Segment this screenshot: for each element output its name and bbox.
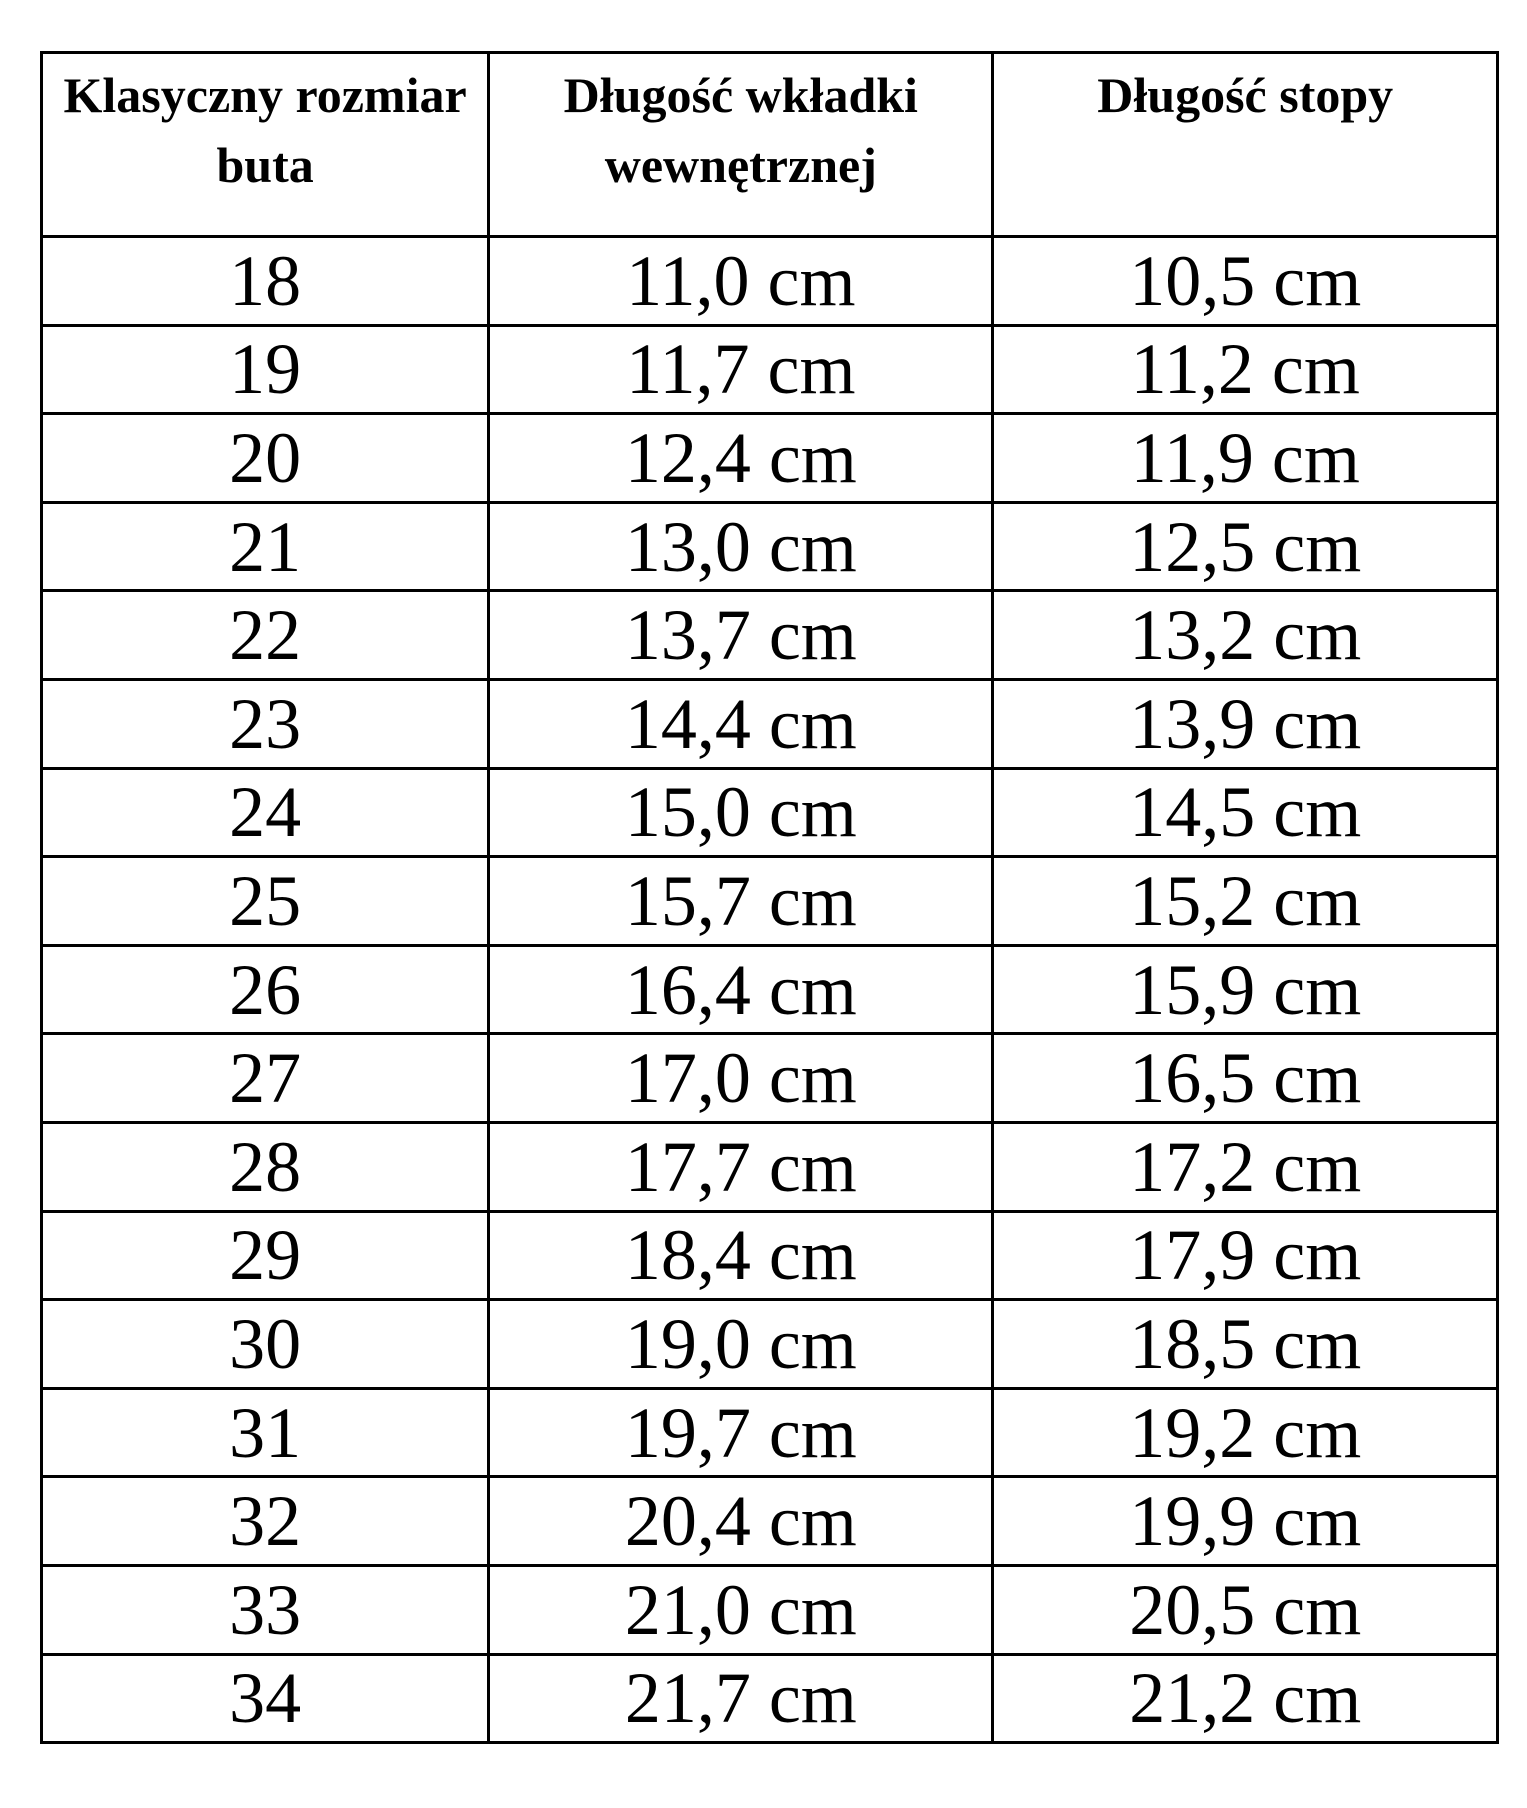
shoe-size-cell: 28 <box>39 1120 491 1213</box>
table-row: 29 18,4 cm 17,9 cm <box>39 1209 1499 1302</box>
table-row: 24 15,0 cm 14,5 cm <box>39 766 1499 859</box>
header-insole-length: Długość wkładki wewnętrznej <box>487 51 995 238</box>
foot-length-cell: 14,5 cm <box>991 766 1499 859</box>
insole-length-cell: 11,0 cm <box>487 235 995 327</box>
shoe-size-cell: 22 <box>39 589 491 681</box>
shoe-size-cell: 33 <box>39 1563 491 1656</box>
shoe-size-cell: 30 <box>39 1298 491 1390</box>
table-row: 28 17,7 cm 17,2 cm <box>39 1120 1499 1213</box>
insole-length-cell: 21,7 cm <box>487 1652 995 1745</box>
table-row: 32 20,4 cm 19,9 cm <box>39 1475 1499 1567</box>
shoe-size-cell: 34 <box>39 1652 491 1745</box>
foot-length-cell: 18,5 cm <box>991 1298 1499 1390</box>
shoe-size-cell: 20 <box>39 412 491 504</box>
insole-length-cell: 13,7 cm <box>487 589 995 681</box>
insole-length-cell: 13,0 cm <box>487 500 995 593</box>
insole-length-cell: 16,4 cm <box>487 943 995 1036</box>
shoe-size-cell: 32 <box>39 1475 491 1567</box>
insole-length-cell: 15,7 cm <box>487 855 995 947</box>
header-row: Klasyczny rozmiar buta Długość wkładki w… <box>39 51 1499 238</box>
header-shoe-size: Klasyczny rozmiar buta <box>39 51 491 238</box>
table-row: 30 19,0 cm 18,5 cm <box>39 1298 1499 1390</box>
foot-length-cell: 17,9 cm <box>991 1209 1499 1302</box>
shoe-size-cell: 21 <box>39 500 491 593</box>
table-row: 20 12,4 cm 11,9 cm <box>39 412 1499 504</box>
insole-length-cell: 11,7 cm <box>487 323 995 416</box>
insole-length-cell: 12,4 cm <box>487 412 995 504</box>
insole-length-cell: 20,4 cm <box>487 1475 995 1567</box>
size-chart-table: Klasyczny rozmiar buta Długość wkładki w… <box>39 51 1499 1745</box>
table-row: 21 13,0 cm 12,5 cm <box>39 500 1499 593</box>
shoe-size-cell: 24 <box>39 766 491 859</box>
table-row: 31 19,7 cm 19,2 cm <box>39 1386 1499 1479</box>
foot-length-cell: 20,5 cm <box>991 1563 1499 1656</box>
table-row: 26 16,4 cm 15,9 cm <box>39 943 1499 1036</box>
table-row: 23 14,4 cm 13,9 cm <box>39 677 1499 770</box>
shoe-size-cell: 27 <box>39 1032 491 1124</box>
insole-length-cell: 21,0 cm <box>487 1563 995 1656</box>
foot-length-cell: 21,2 cm <box>991 1652 1499 1745</box>
insole-length-cell: 14,4 cm <box>487 677 995 770</box>
foot-length-cell: 11,2 cm <box>991 323 1499 416</box>
insole-length-cell: 15,0 cm <box>487 766 995 859</box>
table-row: 34 21,7 cm 21,2 cm <box>39 1652 1499 1745</box>
foot-length-cell: 15,2 cm <box>991 855 1499 947</box>
header-foot-length: Długość stopy <box>991 51 1499 238</box>
foot-length-cell: 12,5 cm <box>991 500 1499 593</box>
table-row: 33 21,0 cm 20,5 cm <box>39 1563 1499 1656</box>
table-row: 18 11,0 cm 10,5 cm <box>39 235 1499 327</box>
insole-length-cell: 19,7 cm <box>487 1386 995 1479</box>
foot-length-cell: 16,5 cm <box>991 1032 1499 1124</box>
foot-length-cell: 19,2 cm <box>991 1386 1499 1479</box>
shoe-size-cell: 23 <box>39 677 491 770</box>
shoe-size-cell: 29 <box>39 1209 491 1302</box>
foot-length-cell: 17,2 cm <box>991 1120 1499 1213</box>
shoe-size-cell: 18 <box>39 235 491 327</box>
shoe-size-cell: 26 <box>39 943 491 1036</box>
insole-length-cell: 17,0 cm <box>487 1032 995 1124</box>
foot-length-cell: 19,9 cm <box>991 1475 1499 1567</box>
insole-length-cell: 17,7 cm <box>487 1120 995 1213</box>
foot-length-cell: 11,9 cm <box>991 412 1499 504</box>
table-row: 22 13,7 cm 13,2 cm <box>39 589 1499 681</box>
table-row: 25 15,7 cm 15,2 cm <box>39 855 1499 947</box>
insole-length-cell: 18,4 cm <box>487 1209 995 1302</box>
table-row: 19 11,7 cm 11,2 cm <box>39 323 1499 416</box>
table-row: 27 17,0 cm 16,5 cm <box>39 1032 1499 1124</box>
shoe-size-cell: 31 <box>39 1386 491 1479</box>
foot-length-cell: 10,5 cm <box>991 235 1499 327</box>
shoe-size-cell: 19 <box>39 323 491 416</box>
foot-length-cell: 15,9 cm <box>991 943 1499 1036</box>
foot-length-cell: 13,9 cm <box>991 677 1499 770</box>
foot-length-cell: 13,2 cm <box>991 589 1499 681</box>
shoe-size-cell: 25 <box>39 855 491 947</box>
insole-length-cell: 19,0 cm <box>487 1298 995 1390</box>
